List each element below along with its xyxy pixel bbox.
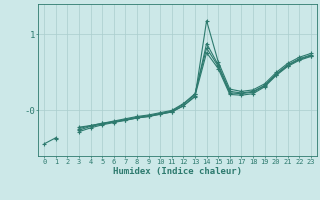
X-axis label: Humidex (Indice chaleur): Humidex (Indice chaleur) [113, 167, 242, 176]
